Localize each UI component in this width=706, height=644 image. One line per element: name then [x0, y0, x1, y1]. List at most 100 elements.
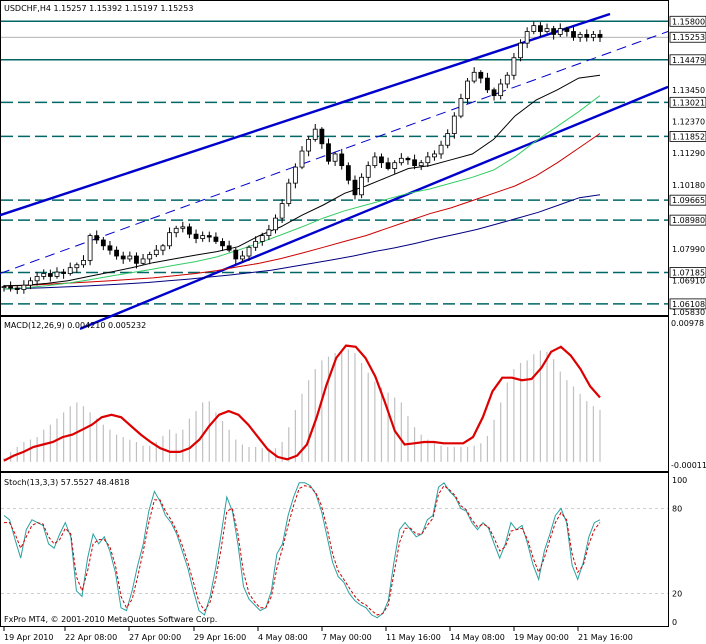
candle-bull: [524, 31, 530, 44]
candle-bull: [153, 249, 159, 255]
candle-bear: [339, 153, 345, 167]
price-tick-label: 1.12370: [672, 117, 705, 126]
candle-bear: [352, 179, 358, 196]
price-tick-label: 1.14479: [672, 56, 705, 65]
price-axis: 1.15800 1.15253 1.14479 1.13450 1.13021 1.123…: [669, 15, 706, 627]
price-tick-label: 1.15253: [672, 33, 705, 42]
candle-bull: [246, 246, 252, 257]
candle-bear: [134, 255, 139, 264]
candle-bull: [292, 166, 298, 184]
macd-tick-label: -0.00011: [671, 461, 706, 470]
candle-bull: [372, 156, 378, 167]
price-label-box: [669, 54, 706, 66]
stoch-signal-line: [4, 484, 601, 616]
macd-tick-label: 0.00978: [671, 319, 704, 328]
candle-bull: [167, 232, 172, 247]
candle-bull: [511, 57, 517, 76]
candle-bull: [21, 284, 27, 290]
stoch-tick-label: 20: [672, 590, 682, 599]
candle-bear: [187, 226, 192, 235]
candle-bear: [107, 245, 113, 251]
candle-bull: [398, 157, 404, 164]
candle-bear: [233, 249, 239, 260]
channel-lower-line: [79, 85, 669, 331]
candle-bear: [491, 89, 497, 97]
candle-bull: [67, 267, 73, 274]
candle-bull: [531, 25, 537, 32]
channel-mid-line: [0, 31, 669, 274]
candle-bull: [200, 235, 206, 239]
candle-bull: [418, 162, 424, 167]
candle-bull: [504, 74, 510, 85]
price-tick-label: 1.07185: [672, 268, 705, 277]
macd-panel: [3, 344, 601, 462]
candle-bull: [306, 138, 312, 152]
candle-bear: [226, 245, 232, 251]
price-label-box: [669, 194, 706, 206]
time-tick-label: 22 Apr 08:00: [65, 633, 117, 642]
price-label-box: [669, 267, 706, 278]
candle-bear: [405, 157, 411, 161]
candle-bull: [577, 34, 583, 38]
candle-bull: [498, 83, 504, 97]
price-label-box: [669, 96, 706, 108]
stoch-panel: [1, 482, 668, 619]
candle-bear: [47, 273, 53, 277]
price-label-box: [669, 298, 706, 310]
time-tick-label: 4 May 08:00: [258, 633, 308, 642]
candle-bear: [61, 271, 66, 274]
time-tick-label: 21 May 16:00: [578, 633, 633, 642]
candle-bear: [564, 28, 570, 32]
stoch-tick-label: 80: [672, 504, 682, 513]
candle-bull: [41, 273, 47, 277]
candle-bull: [425, 156, 431, 164]
price-tick-label: 1.07990: [672, 245, 705, 254]
candle-bull: [74, 264, 80, 269]
candle-bull: [445, 133, 451, 146]
price-tick-label: 1.10180: [672, 181, 705, 190]
candle-bear: [220, 241, 225, 247]
candle-bull: [180, 226, 186, 229]
time-tick-label: 27 Apr 00:00: [129, 633, 181, 642]
candle-bear: [551, 28, 557, 35]
candle-bull: [279, 203, 285, 219]
macd-signal-line: [3, 344, 601, 462]
candle-bull: [392, 162, 398, 169]
candle-bull: [34, 276, 40, 282]
candle-bull: [458, 98, 464, 117]
price-tick-label: 1.13450: [672, 86, 705, 95]
candle-bear: [319, 128, 325, 145]
price-label-box: [669, 131, 706, 142]
candle-bull: [266, 229, 272, 237]
time-tick-label: 29 Apr 16:00: [194, 633, 246, 642]
stoch-main-line: [3, 482, 601, 619]
stoch-label: Stoch(13,3,3) 57.5527 48.4818: [4, 478, 130, 487]
price-tick-label: 1.09665: [672, 196, 705, 205]
candle-bear: [597, 34, 603, 38]
candle-bull: [54, 271, 60, 277]
symbol-info: USDCHF,H4 1.15257 1.15392 1.15197 1.1525…: [4, 4, 193, 13]
candle-bull: [173, 227, 179, 234]
candle-bear: [538, 25, 543, 32]
candle-bear: [412, 159, 417, 167]
candle-bear: [206, 235, 212, 238]
candle-bull: [518, 42, 523, 59]
time-tick-label: 14 May 08:00: [450, 633, 505, 642]
candle-bull: [590, 34, 596, 38]
price-tick-label: 1.06910: [672, 277, 705, 286]
macd-panel-frame: [0, 316, 669, 472]
candle-bull: [432, 153, 437, 158]
price-label-box: [669, 15, 706, 27]
price-tick-label: 1.05830: [672, 308, 705, 317]
time-axis: 19 Apr 2010 22 Apr 08:00 27 Apr 00:00 29 Ap…: [3, 627, 633, 642]
candle-bear: [193, 233, 199, 239]
sma-black-line: [3, 74, 601, 287]
sma-blue-line: [3, 194, 601, 290]
candle-bear: [379, 156, 384, 164]
price-tick-label: 1.06108: [672, 300, 705, 309]
candle-bull: [127, 255, 133, 260]
candle-bull: [544, 28, 550, 32]
macd-label: MACD(12,26,9) 0.004210 0.005232: [4, 321, 146, 330]
candle-bull: [312, 128, 318, 140]
candle-bull: [239, 255, 245, 260]
